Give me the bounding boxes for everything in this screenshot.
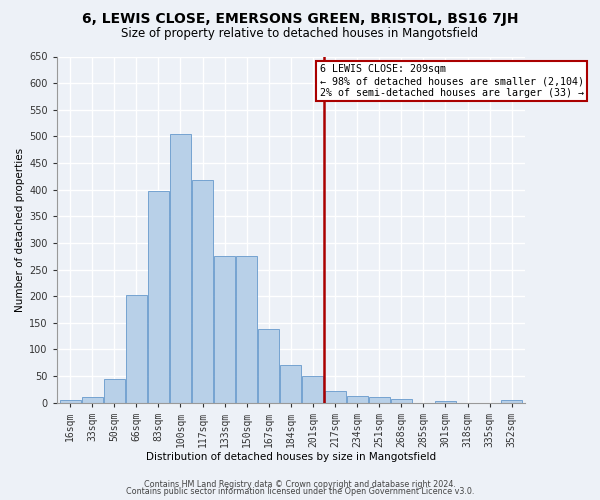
- Bar: [435, 400, 456, 402]
- Text: Size of property relative to detached houses in Mangotsfield: Size of property relative to detached ho…: [121, 28, 479, 40]
- Bar: [501, 400, 522, 402]
- Bar: [302, 376, 323, 402]
- Bar: [148, 190, 169, 402]
- Bar: [369, 398, 390, 402]
- X-axis label: Distribution of detached houses by size in Mangotsfield: Distribution of detached houses by size …: [146, 452, 436, 462]
- Bar: [126, 295, 147, 403]
- Text: 6 LEWIS CLOSE: 209sqm
← 98% of detached houses are smaller (2,104)
2% of semi-de: 6 LEWIS CLOSE: 209sqm ← 98% of detached …: [320, 64, 584, 98]
- Bar: [82, 398, 103, 402]
- Bar: [325, 391, 346, 402]
- Bar: [170, 134, 191, 402]
- Y-axis label: Number of detached properties: Number of detached properties: [15, 148, 25, 312]
- Bar: [347, 396, 368, 402]
- Bar: [259, 329, 280, 402]
- Bar: [192, 180, 213, 402]
- Bar: [236, 256, 257, 402]
- Bar: [59, 400, 80, 402]
- Bar: [280, 366, 301, 403]
- Bar: [391, 400, 412, 402]
- Text: 6, LEWIS CLOSE, EMERSONS GREEN, BRISTOL, BS16 7JH: 6, LEWIS CLOSE, EMERSONS GREEN, BRISTOL,…: [82, 12, 518, 26]
- Bar: [104, 379, 125, 402]
- Text: Contains HM Land Registry data © Crown copyright and database right 2024.: Contains HM Land Registry data © Crown c…: [144, 480, 456, 489]
- Text: Contains public sector information licensed under the Open Government Licence v3: Contains public sector information licen…: [126, 487, 474, 496]
- Bar: [214, 256, 235, 402]
